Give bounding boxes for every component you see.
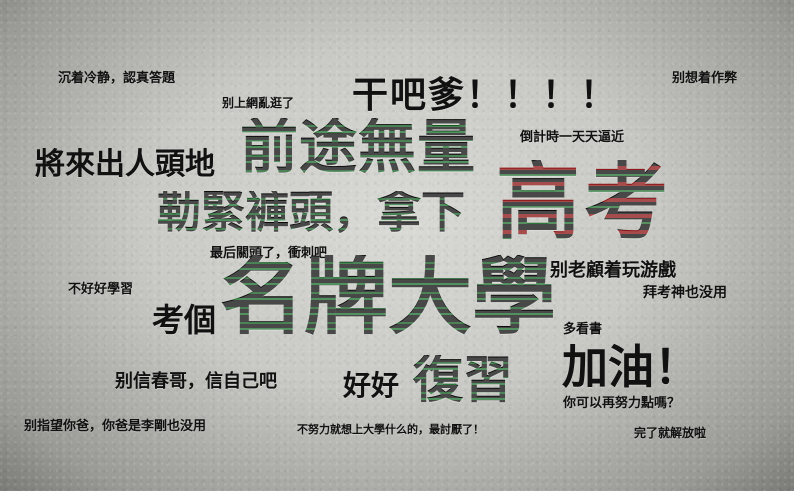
phrase-final-sprint: 最后關頭了，衝刺吧 — [210, 246, 328, 261]
phrase-li-gang: 别指望你爸，你爸是李剛也没用 — [24, 419, 207, 434]
phrase-ganbade: 干吧爹！！！！ — [352, 75, 619, 116]
phrase-jiayou: 加油！ — [562, 340, 700, 394]
phrase-not-studying: 不好好學習 — [68, 282, 134, 297]
phrase-bright-future: 前途無量 — [240, 113, 477, 181]
phrase-haohao: 好好 — [343, 369, 400, 402]
phrase-future-success: 將來出人頭地 — [35, 147, 215, 182]
phrase-liberation: 完了就解放啦 — [634, 426, 707, 440]
phrase-read-more: 多看書 — [563, 322, 603, 337]
phrase-stop-gaming: 别老顧着玩游戲 — [550, 260, 676, 281]
phrase-famous-university: 名牌大學 — [220, 248, 557, 346]
phrase-countdown: 倒計時一天天逼近 — [520, 130, 625, 145]
phrase-calm-answer: 沉着冷静，認真答題 — [58, 71, 176, 86]
phrase-no-effort: 不努力就想上大學什么的，最討厭了！ — [297, 423, 484, 436]
phrase-kaoge: 考個 — [152, 301, 217, 339]
phrase-trust-yourself: 别信春哥，信自己吧 — [115, 371, 277, 392]
phrase-gaokao: 高考 — [496, 153, 673, 251]
phrase-try-harder: 你可以再努力點嗎？ — [563, 396, 681, 411]
phrase-stop-browsing: 别上網亂逛了 — [222, 96, 295, 110]
phrase-tighten-belt: 勒緊褲頭，拿下 — [157, 187, 465, 238]
phrase-no-cheating: 别想着作弊 — [672, 71, 738, 86]
phrase-review: 復習 — [413, 351, 513, 409]
phrase-no-god-help: 拜考神也没用 — [643, 285, 727, 301]
